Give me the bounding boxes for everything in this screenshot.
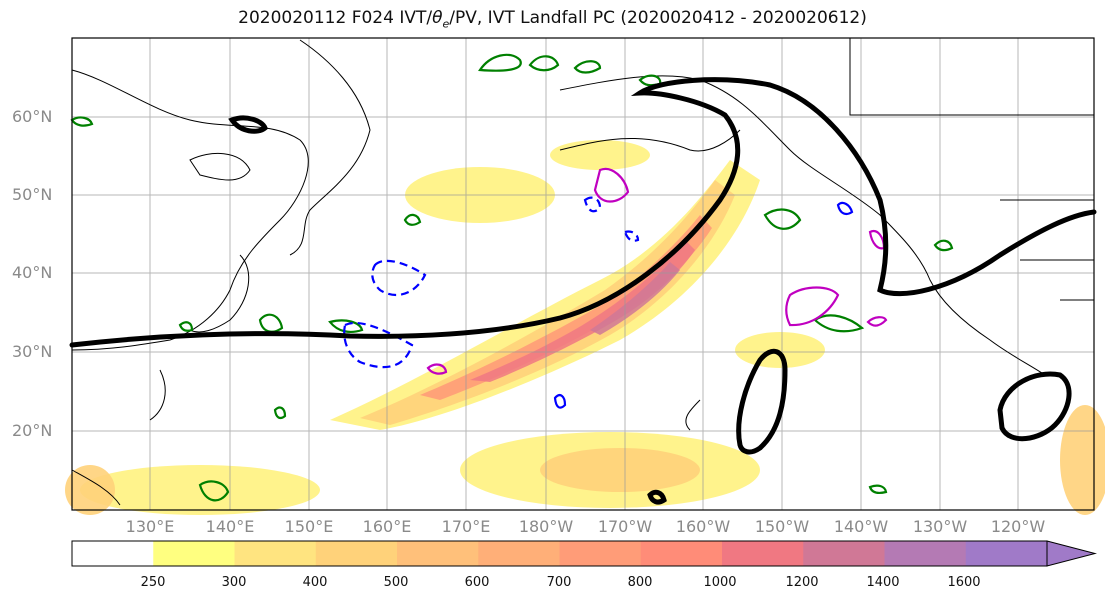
lat-label: 20°N — [12, 421, 53, 440]
colorbar-tick-label: 800 — [627, 575, 653, 590]
map-title: 2020020112 F024 IVT/θe/PV, IVT Landfall … — [238, 8, 867, 31]
lon-label: 130°W — [912, 517, 968, 536]
lon-label: 150°W — [754, 517, 810, 536]
colorbar-segment — [559, 541, 642, 566]
colorbar-segment — [153, 541, 235, 566]
lon-label: 140°E — [205, 517, 255, 536]
lon-label: 170°E — [441, 517, 491, 536]
colorbar-tick-label: 600 — [464, 575, 490, 590]
colorbar-segment — [884, 541, 967, 566]
colorbar-tick-label: 1600 — [947, 575, 981, 590]
colorbar-segment — [803, 541, 885, 566]
lon-label: 170°W — [597, 517, 653, 536]
lon-label: 180°W — [518, 517, 574, 536]
lon-label: 140°W — [833, 517, 889, 536]
pv-contours — [70, 53, 954, 502]
ivt-shading — [65, 140, 1105, 515]
colorbar-tick-label: 1200 — [785, 575, 819, 590]
colorbar-segment — [72, 541, 154, 566]
colorbar-tick-label: 500 — [383, 575, 409, 590]
lat-label: 60°N — [12, 107, 53, 126]
lon-label: 160°E — [362, 517, 412, 536]
lon-label: 130°E — [125, 517, 175, 536]
lon-label: 120°W — [990, 517, 1046, 536]
colorbar-segment — [478, 541, 560, 566]
colorbar-segment — [234, 541, 317, 566]
colorbar-tick-label: 250 — [140, 575, 166, 590]
colorbar-segment — [722, 541, 804, 566]
lat-label: 50°N — [12, 185, 53, 204]
colorbar-segment — [397, 541, 479, 566]
ivt-landfall-contour — [69, 77, 1097, 505]
colorbar-extend-arrow — [1046, 540, 1097, 567]
colorbar-tick-label: 300 — [221, 575, 247, 590]
colorbar-tick-label: 700 — [546, 575, 572, 590]
colorbar — [72, 541, 1048, 566]
map-frame — [71, 37, 1095, 511]
lon-label: 160°W — [675, 517, 731, 536]
lon-label: 150°E — [284, 517, 334, 536]
colorbar-segment — [640, 541, 723, 566]
colorbar-tick-label: 1400 — [866, 575, 900, 590]
colorbar-segment — [965, 541, 1048, 566]
colorbar-tick-label: 400 — [302, 575, 328, 590]
lat-label: 30°N — [12, 342, 53, 361]
colorbar-segment — [315, 541, 398, 566]
colorbar-tick-label: 1000 — [703, 575, 737, 590]
lat-label: 40°N — [12, 263, 53, 282]
